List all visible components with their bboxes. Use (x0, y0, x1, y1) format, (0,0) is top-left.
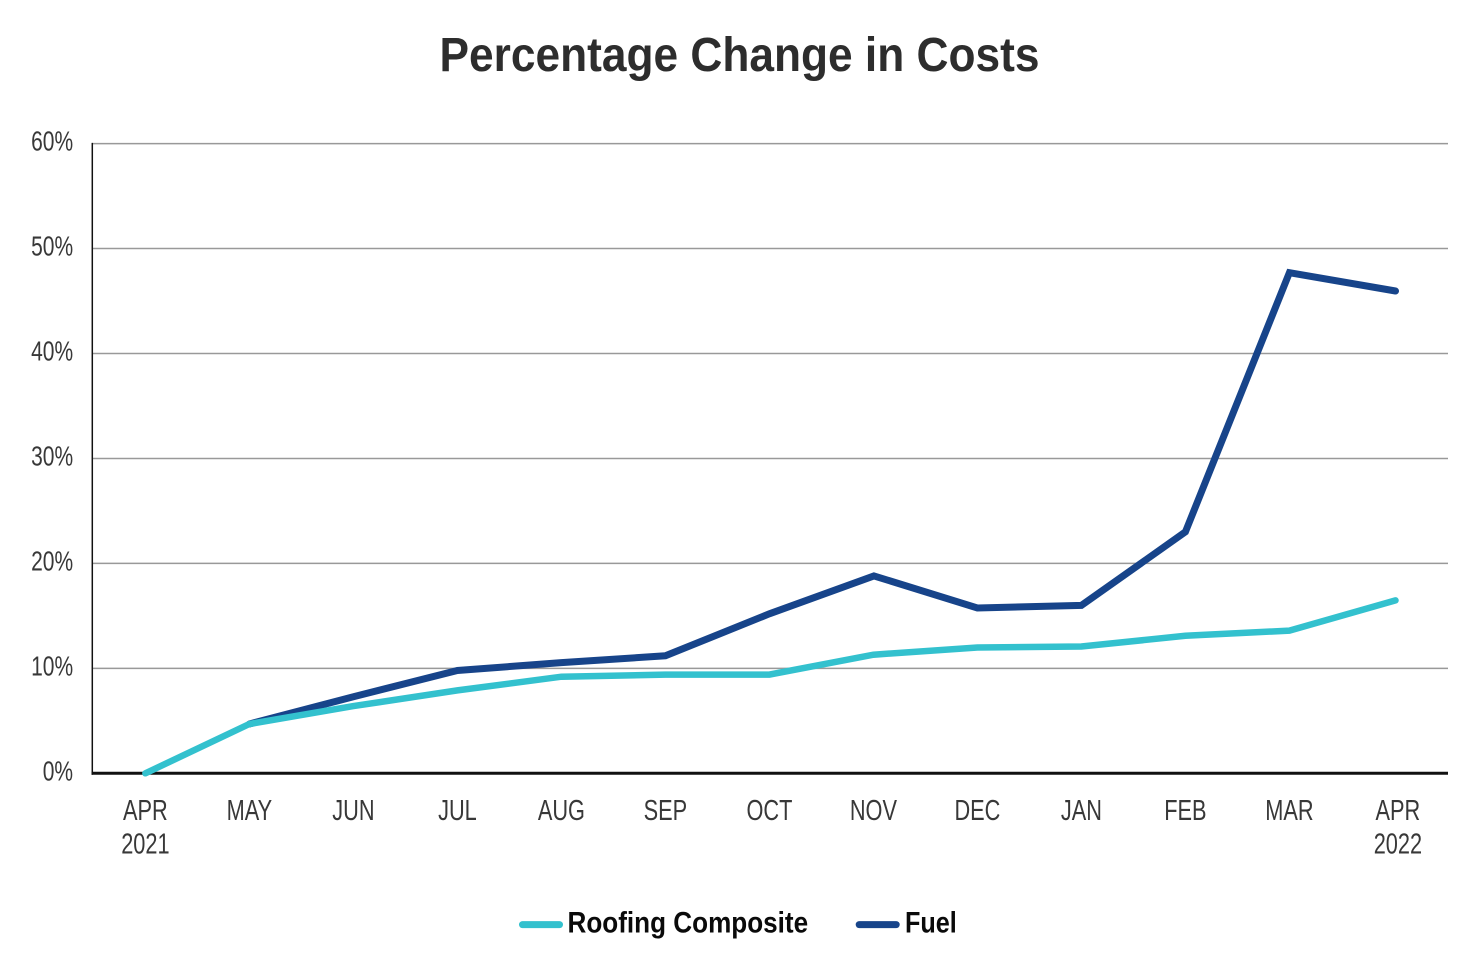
svg-text:JAN: JAN (1061, 795, 1102, 827)
svg-text:60%: 60% (31, 127, 73, 158)
svg-text:40%: 40% (31, 337, 73, 368)
svg-text:MAY: MAY (227, 795, 273, 827)
svg-text:JUL: JUL (438, 795, 477, 827)
svg-text:50%: 50% (31, 232, 73, 263)
svg-text:2022: 2022 (1374, 828, 1422, 860)
svg-text:0%: 0% (43, 757, 73, 788)
svg-text:30%: 30% (31, 442, 73, 473)
svg-text:AUG: AUG (538, 795, 585, 827)
svg-text:APR: APR (123, 795, 168, 827)
svg-text:Percentage Change in Costs: Percentage Change in Costs (440, 27, 1040, 81)
svg-text:Roofing Composite: Roofing Composite (568, 906, 809, 939)
svg-text:JUN: JUN (332, 795, 374, 827)
svg-text:DEC: DEC (954, 795, 1000, 827)
svg-text:NOV: NOV (850, 795, 897, 827)
svg-text:OCT: OCT (746, 795, 792, 827)
svg-text:MAR: MAR (1265, 795, 1313, 827)
svg-text:2021: 2021 (121, 828, 169, 860)
svg-text:20%: 20% (31, 547, 73, 578)
svg-text:APR: APR (1376, 795, 1421, 827)
svg-text:FEB: FEB (1164, 795, 1206, 827)
svg-text:SEP: SEP (644, 795, 688, 827)
svg-text:10%: 10% (31, 652, 73, 683)
svg-text:Fuel: Fuel (905, 905, 957, 939)
